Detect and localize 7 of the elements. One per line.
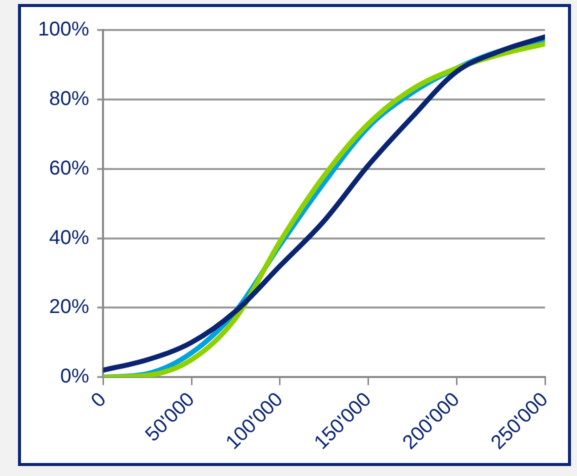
y-tick-label: 60% (49, 157, 90, 180)
y-tick-label: 20% (49, 296, 90, 318)
y-tick-label: 100% (38, 18, 90, 41)
y-tick-label: 0% (60, 366, 90, 388)
x-tick-label: 0 (87, 388, 111, 412)
y-tick-label: 80% (49, 88, 90, 110)
y-tick-label: 40% (49, 226, 90, 249)
